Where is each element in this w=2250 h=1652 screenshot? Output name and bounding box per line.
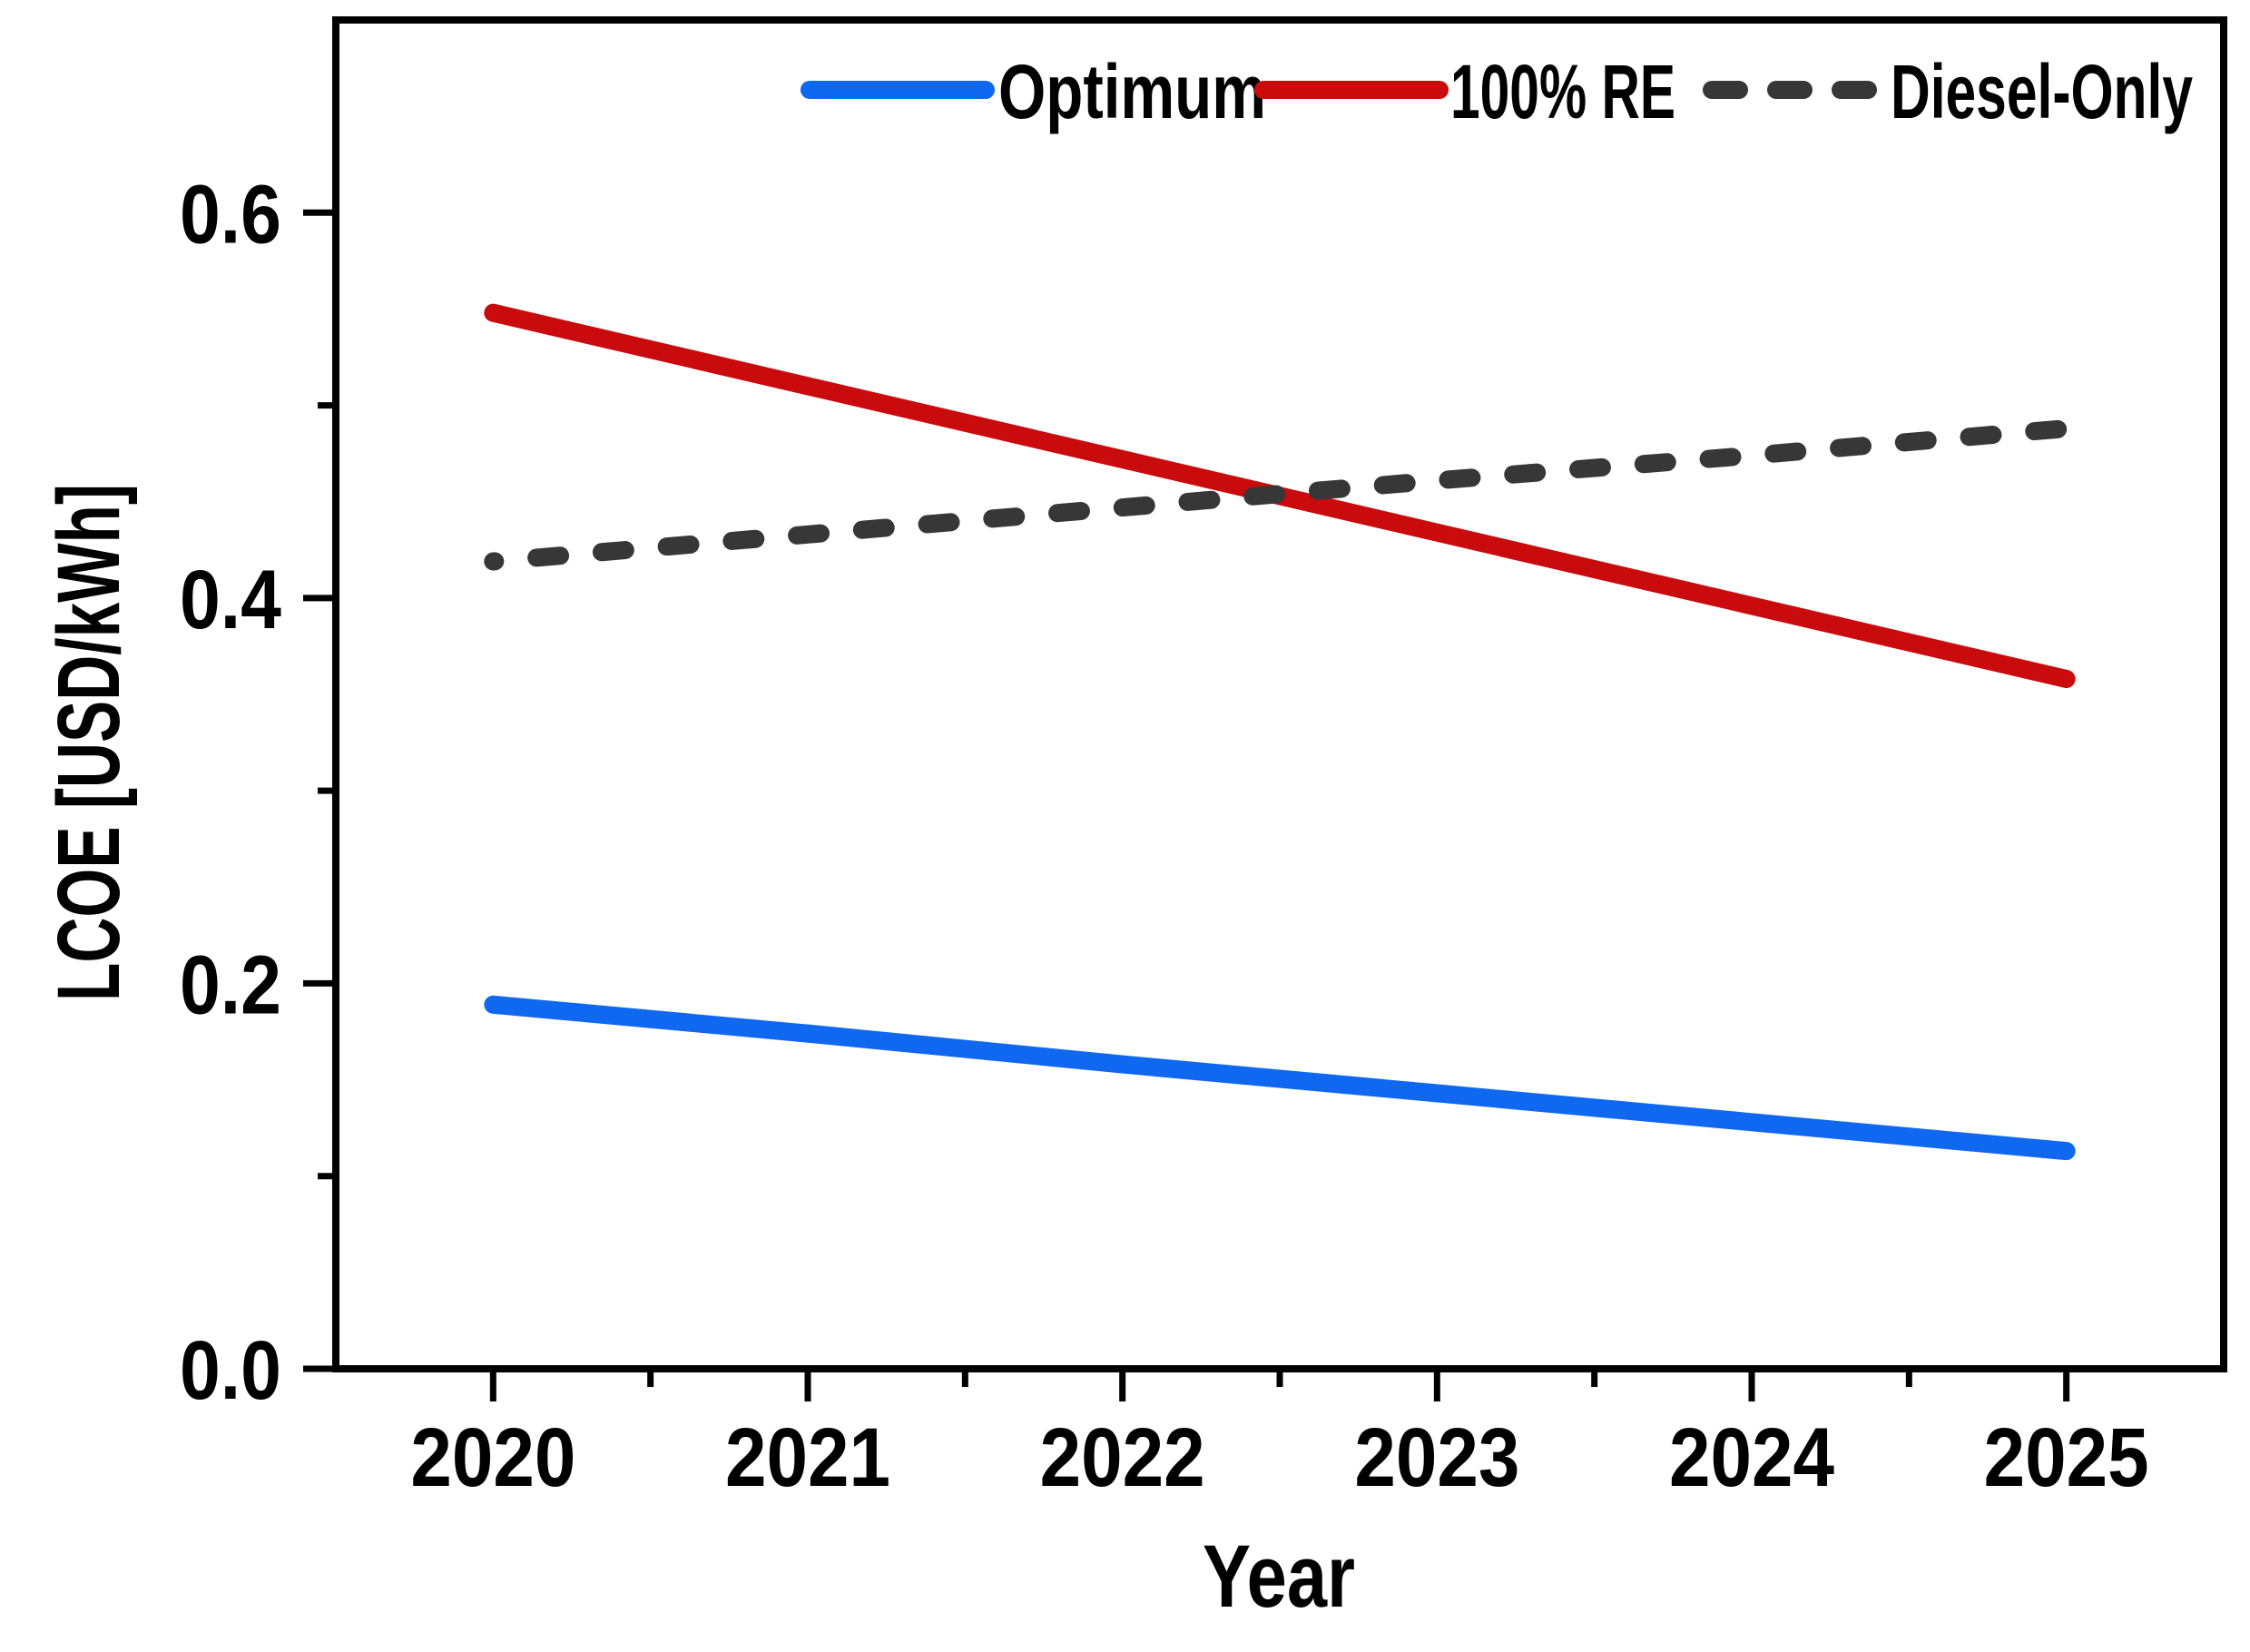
y-tick-label: 0.2 [180,939,281,1031]
legend-label-optimum: Optimum [998,49,1266,134]
legend-label-diesel-only: Diesel-Only [1891,49,2193,134]
x-tick-label: 2025 [1984,1411,2149,1504]
x-tick-label: 2022 [1040,1411,1205,1504]
x-tick-label: 2021 [725,1411,890,1504]
legend-item-diesel-only: Diesel-Only [1703,49,2193,134]
plot-frame [332,16,2227,1372]
x-tick-label: 2023 [1354,1411,1519,1504]
y-tick-label: 0.4 [180,554,281,646]
legend: Optimum 100% RE Diesel-Only [801,49,2193,134]
chart-series [484,303,2076,1161]
y-tick-label: 0.6 [180,168,281,261]
legend-item-optimum: Optimum [801,49,1266,134]
legend-item-100-re: 100% RE [1254,49,1675,134]
x-tick-label: 2024 [1669,1411,1834,1504]
series-line-optimum [484,995,2076,1161]
y-axis-title: LCOE [USD/kWh] [39,484,138,1001]
series-line-diesel-only [484,419,2076,571]
x-axis-title: Year [1203,1527,1355,1626]
axes-ticks: 0.0 0.2 0.4 0.6 2020 2021 2022 2023 2024 2025 [180,168,2149,1504]
legend-label-100-re: 100% RE [1450,49,1675,134]
y-tick-label: 0.0 [180,1324,281,1417]
x-tick-label: 2020 [410,1411,575,1504]
